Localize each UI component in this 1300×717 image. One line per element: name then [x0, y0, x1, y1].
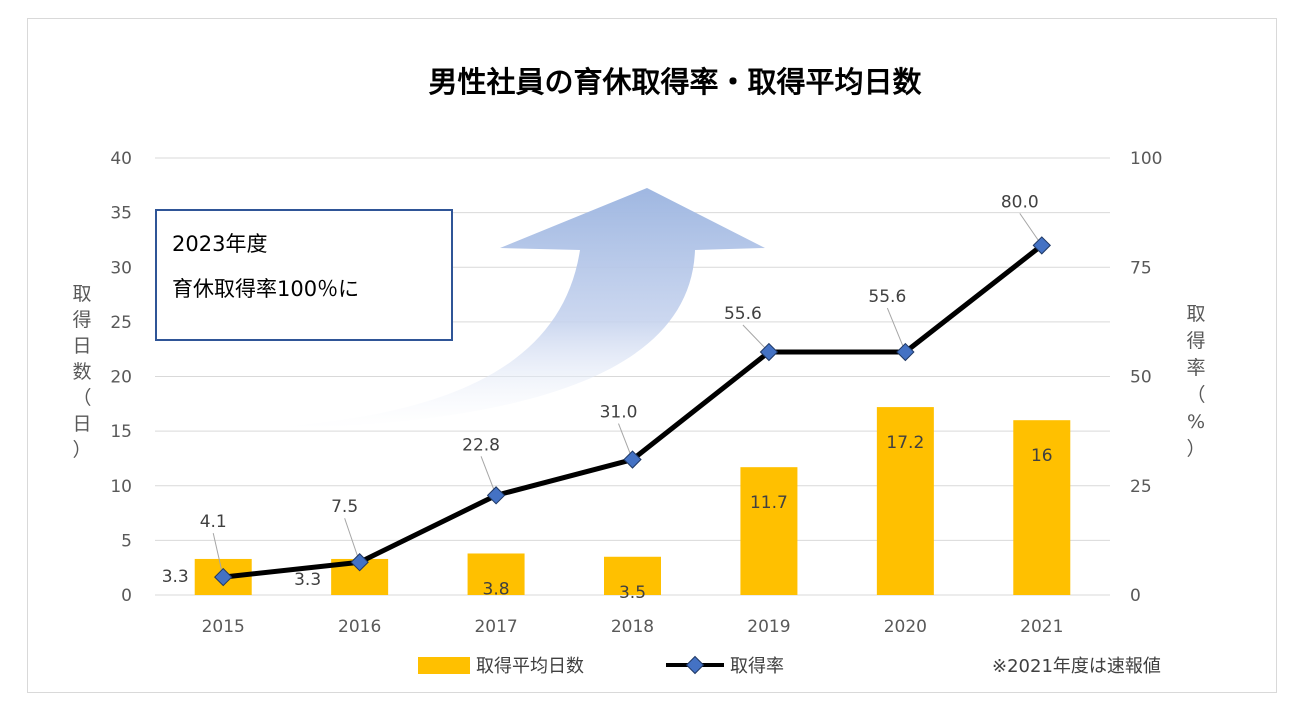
line-data-label: 80.0	[1001, 192, 1039, 212]
chart-title: 男性社員の育休取得率・取得平均日数	[428, 65, 922, 99]
left-tick-label: 0	[121, 586, 132, 606]
line-data-label: 22.8	[462, 435, 500, 455]
line-point-marker	[896, 342, 915, 362]
chart-frame	[27, 18, 1277, 693]
bar	[740, 467, 798, 595]
line-point-marker	[1032, 236, 1051, 255]
right-axis-label-char: 取	[1186, 303, 1205, 325]
right-tick-label: 0	[1130, 586, 1141, 606]
bar-data-label: 3.8	[483, 579, 510, 599]
x-tick-label: 2017	[474, 617, 517, 637]
legend-bar-label: 取得平均日数	[476, 656, 584, 677]
left-axis-label-char: 数	[72, 361, 91, 383]
bar-series: 3.3 3.3 3.8 3.5 11.7 17.2 16	[162, 407, 1071, 603]
right-axis-label-char: %	[1187, 411, 1205, 433]
bar	[604, 556, 661, 595]
right-axis-ticks: 0 25 50 75 100	[1130, 149, 1162, 606]
x-tick-label: 2020	[884, 617, 927, 637]
legend-bar-swatch	[418, 657, 470, 674]
x-tick-label: 2016	[338, 617, 381, 637]
line-point-marker	[623, 450, 642, 469]
right-tick-label: 75	[1130, 258, 1152, 278]
left-axis-ticks: 0 5 10 15 20 25 30 35 40	[110, 149, 132, 606]
line-data-label: 55.6	[724, 304, 762, 324]
bar-data-label: 16	[1031, 446, 1053, 466]
left-tick-label: 40	[110, 149, 132, 169]
left-axis-label-char: 日	[72, 335, 91, 357]
line-point-marker	[486, 486, 506, 505]
line-data-label: 7.5	[331, 497, 358, 517]
left-axis-label-char: 取	[72, 283, 91, 305]
bar-data-label: 11.7	[750, 493, 788, 513]
x-tick-label: 2021	[1020, 617, 1063, 637]
right-axis-label: 取得率 （% ）	[1186, 303, 1205, 460]
right-tick-label: 100	[1130, 149, 1162, 169]
leader-line	[344, 518, 361, 563]
left-tick-label: 30	[110, 258, 132, 278]
right-axis-label-char: 率	[1186, 357, 1205, 379]
line-point-marker	[350, 553, 369, 572]
x-tick-label: 2019	[747, 617, 790, 637]
x-tick-label: 2018	[611, 617, 654, 637]
line-point-marker	[214, 567, 233, 587]
line-point-marker	[759, 342, 779, 362]
right-axis-label-char: 得	[1186, 330, 1205, 352]
left-tick-label: 35	[110, 204, 132, 224]
legend-line-label: 取得率	[730, 656, 784, 677]
legend-line-marker	[685, 655, 705, 675]
bar	[1013, 420, 1071, 595]
right-tick-label: 50	[1130, 368, 1152, 388]
left-tick-label: 10	[110, 477, 132, 497]
x-tick-label: 2015	[202, 617, 245, 637]
bar	[467, 553, 525, 595]
right-tick-label: 25	[1130, 477, 1152, 497]
leader-line	[886, 307, 906, 353]
bar-data-label: 3.3	[294, 570, 321, 590]
legend: 取得平均日数 取得率 ※2021年度は速報値	[418, 655, 1161, 677]
line-data-label: 55.6	[868, 287, 906, 307]
x-axis-ticks: 2015 2016 2017 2018 2019 2020 2021	[202, 617, 1064, 637]
bar	[876, 407, 934, 595]
callout-line-1: 2023年度	[172, 232, 267, 256]
right-axis-label-char: ）	[1186, 438, 1205, 460]
rising-arrow-graphic	[210, 188, 765, 430]
line-data-label: 4.1	[200, 512, 227, 532]
left-tick-label: 25	[110, 313, 132, 333]
bar-data-label: 3.5	[619, 583, 646, 603]
left-axis-label-char: （	[72, 387, 91, 409]
bar-data-label: 17.2	[886, 433, 924, 453]
bar-data-label: 3.3	[162, 567, 189, 587]
left-axis-label-char: 得	[72, 309, 91, 331]
left-tick-label: 20	[110, 368, 132, 388]
left-tick-label: 15	[110, 422, 132, 442]
line-series: 4.1 7.5 22.8 31.0 55.6 55.6 80.0	[200, 192, 1051, 587]
footnote: ※2021年度は速報値	[992, 656, 1161, 677]
callout-box: 2023年度 育休取得率100％に	[155, 209, 453, 341]
left-tick-label: 5	[121, 531, 132, 551]
left-axis-label-char: 日	[72, 413, 91, 435]
right-axis-label-char: （	[1186, 384, 1205, 406]
line-data-label: 31.0	[600, 403, 638, 423]
left-axis-label-char: ）	[72, 439, 91, 461]
callout-line-2: 育休取得率100％に	[172, 277, 359, 301]
